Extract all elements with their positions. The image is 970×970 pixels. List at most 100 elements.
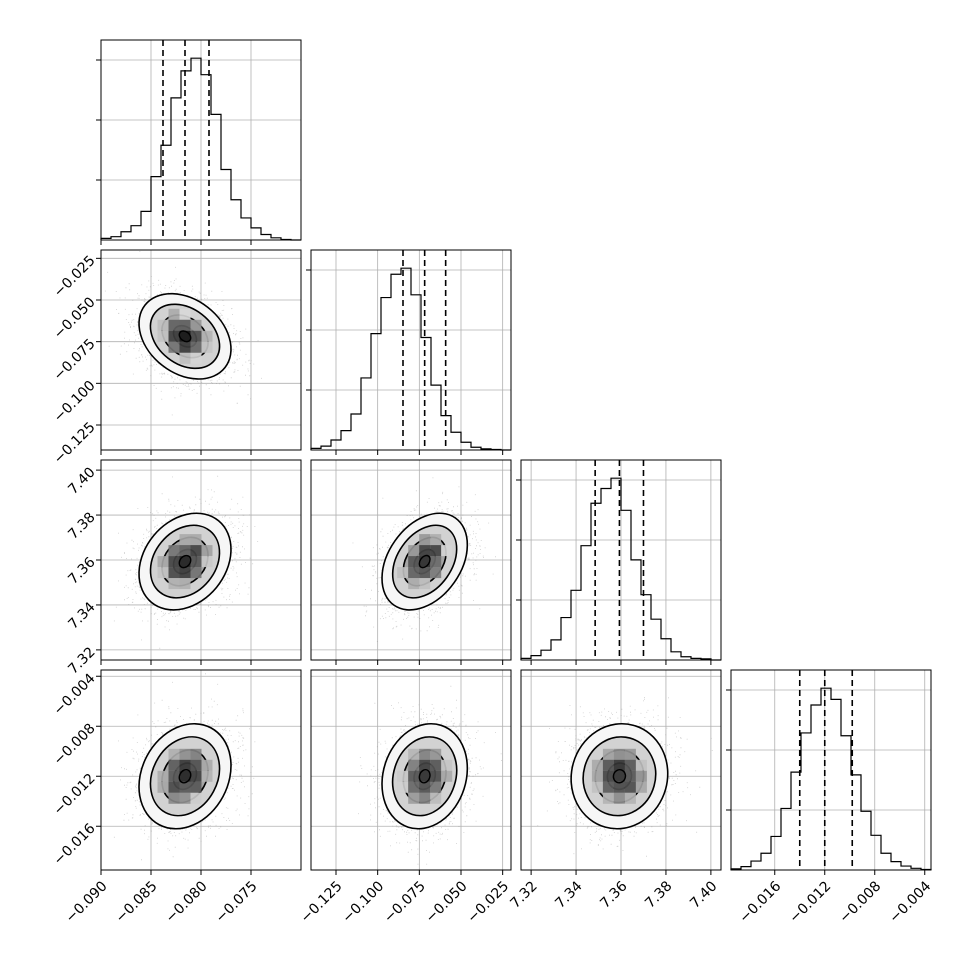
density-cell	[190, 770, 202, 782]
scatter-panel-3-2	[520, 669, 722, 875]
x-tick-label: −0.025	[464, 878, 512, 926]
contour-peak	[178, 554, 192, 569]
density-cell	[430, 770, 442, 782]
density-cell	[179, 330, 191, 342]
y-tick-label: 7.40	[65, 464, 98, 497]
density-cell	[408, 770, 420, 782]
density-cell	[624, 770, 636, 782]
histogram-2	[520, 477, 721, 661]
scatter-panel-3-0	[96, 669, 302, 875]
scatter-panel-3-1	[310, 669, 512, 875]
density-cell	[624, 759, 636, 771]
density-cell	[179, 545, 191, 557]
density-cell	[419, 534, 431, 546]
scatter-panel-2-1	[310, 459, 512, 665]
density-cell	[419, 770, 431, 782]
density-cell	[419, 556, 431, 568]
density-cell	[419, 781, 431, 793]
density-cell	[168, 545, 180, 557]
y-tick-label: −0.050	[51, 294, 99, 342]
density-cell	[179, 578, 191, 590]
density-cell	[179, 748, 191, 760]
x-tick-label: −0.008	[836, 878, 884, 926]
density-cell	[190, 352, 202, 364]
hist-panel-1	[306, 249, 512, 455]
density-cell	[430, 759, 442, 771]
density-cell	[408, 578, 420, 590]
density-cell	[602, 792, 614, 804]
density-cell	[613, 759, 625, 771]
density-cell	[408, 748, 420, 760]
density-cell	[408, 759, 420, 771]
density-cell	[624, 748, 636, 760]
density-cell	[201, 770, 213, 782]
density-cell	[602, 748, 614, 760]
x-tick-label: 7.34	[552, 878, 585, 911]
density-cell	[190, 781, 202, 793]
density-cell	[441, 770, 453, 782]
density-cell	[179, 781, 191, 793]
density-cell	[408, 781, 420, 793]
density-cell	[602, 770, 614, 782]
density-cell	[179, 319, 191, 331]
density-cell	[635, 781, 647, 793]
density-cell	[430, 545, 442, 557]
panels-layer: −0.125−0.100−0.075−0.050−0.0257.327.347.…	[51, 39, 934, 926]
density-cell	[613, 770, 625, 782]
density-cell	[168, 567, 180, 579]
contour-peak	[178, 330, 192, 343]
density-cell	[419, 578, 431, 590]
density-cell	[408, 556, 420, 568]
density-cell	[190, 556, 202, 568]
x-tick-label: 7.40	[687, 878, 720, 911]
density-cell	[190, 759, 202, 771]
x-tick-label: −0.090	[63, 878, 111, 926]
histogram-3	[730, 687, 932, 871]
density-cell	[419, 545, 431, 557]
scatter-panel-2-0	[96, 459, 302, 665]
density-cell	[157, 556, 169, 568]
density-cell	[201, 759, 213, 771]
density-cell	[168, 308, 180, 320]
x-tick-label: −0.016	[736, 878, 784, 926]
hist-panel-3	[726, 669, 932, 875]
scatter-panel-1-0	[96, 249, 302, 455]
density-cell	[591, 759, 603, 771]
density-cell	[168, 578, 180, 590]
x-tick-label: −0.012	[786, 878, 834, 926]
x-tick-label: −0.075	[213, 878, 261, 926]
density-cell	[419, 759, 431, 771]
panel-content	[101, 250, 301, 450]
hist-panel-0	[96, 39, 302, 245]
density-cell	[168, 319, 180, 331]
density-cell	[157, 567, 169, 579]
histogram-0	[100, 57, 301, 241]
density-cell	[179, 308, 191, 320]
density-cell	[408, 792, 420, 804]
panel-content	[101, 670, 301, 870]
x-tick-label: −0.085	[113, 878, 161, 926]
x-tick-label: 7.38	[642, 878, 675, 911]
density-cell	[168, 330, 180, 342]
density-cell	[168, 792, 180, 804]
density-cell	[201, 330, 213, 342]
y-tick-label: 7.32	[65, 644, 98, 677]
density-cell	[157, 781, 169, 793]
density-cell	[179, 770, 191, 782]
panel-frame	[730, 669, 932, 871]
y-tick-label: −0.075	[51, 336, 99, 384]
x-tick-label: −0.080	[163, 878, 211, 926]
density-cell	[441, 759, 453, 771]
x-tick-label: −0.100	[339, 878, 387, 926]
panel-frame	[310, 459, 512, 661]
density-cell	[190, 792, 202, 804]
y-tick-label: −0.004	[51, 671, 99, 719]
density-cell	[419, 792, 431, 804]
density-cell	[613, 792, 625, 804]
contour-peak	[418, 768, 431, 784]
y-tick-label: 7.36	[65, 554, 98, 587]
density-cell	[168, 759, 180, 771]
density-cell	[591, 770, 603, 782]
density-cell	[430, 567, 442, 579]
density-cell	[179, 534, 191, 546]
